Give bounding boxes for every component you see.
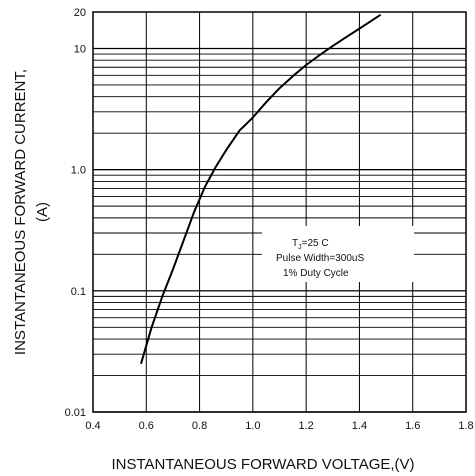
x-tick-label: 1.2 (298, 420, 313, 432)
series-layer (140, 13, 382, 365)
y-tick-label: 0.01 (65, 407, 86, 419)
x-tick-label: 1.0 (245, 420, 260, 432)
y-tick-label: 0.1 (71, 286, 86, 298)
x-tick-label: 0.8 (192, 420, 207, 432)
x-tick-label: 1.8 (458, 420, 473, 432)
x-axis-title: INSTANTANEOUS FORWARD VOLTAGE,(V) (111, 456, 414, 473)
annotation-line-1: TJ=25 C (292, 238, 329, 251)
x-tick-label: 1.6 (405, 420, 420, 432)
tick-labels: 0.4 0.6 0.8 1.0 1.2 1.4 1.6 1.8 0.01 0.1 1.0 10 20 (65, 7, 474, 432)
x-tick-label: 0.6 (139, 420, 154, 432)
x-tick-label: 1.4 (352, 420, 367, 432)
y-axis-title-line-2: (A) (34, 202, 51, 222)
grid (92, 11, 467, 413)
x-tick-label: 0.4 (85, 420, 100, 432)
forward-current-curve (140, 13, 382, 365)
annotation-box: TJ=25 C Pulse Width=300uS 1% Duty Cycle (262, 226, 414, 282)
annotation-subscript: J (298, 244, 302, 251)
y-tick-label: 10 (74, 43, 86, 55)
annotation-line-3: 1% Duty Cycle (283, 268, 349, 279)
y-tick-label: 20 (74, 7, 86, 19)
annotation-line-2: Pulse Width=300uS (276, 253, 364, 264)
annotation-background (262, 226, 414, 282)
y-tick-label: 1.0 (71, 165, 86, 177)
y-axis-title-line-1: INSTANTANEOUS FORWARD CURRENT, (12, 69, 29, 355)
plot-area (92, 11, 467, 413)
